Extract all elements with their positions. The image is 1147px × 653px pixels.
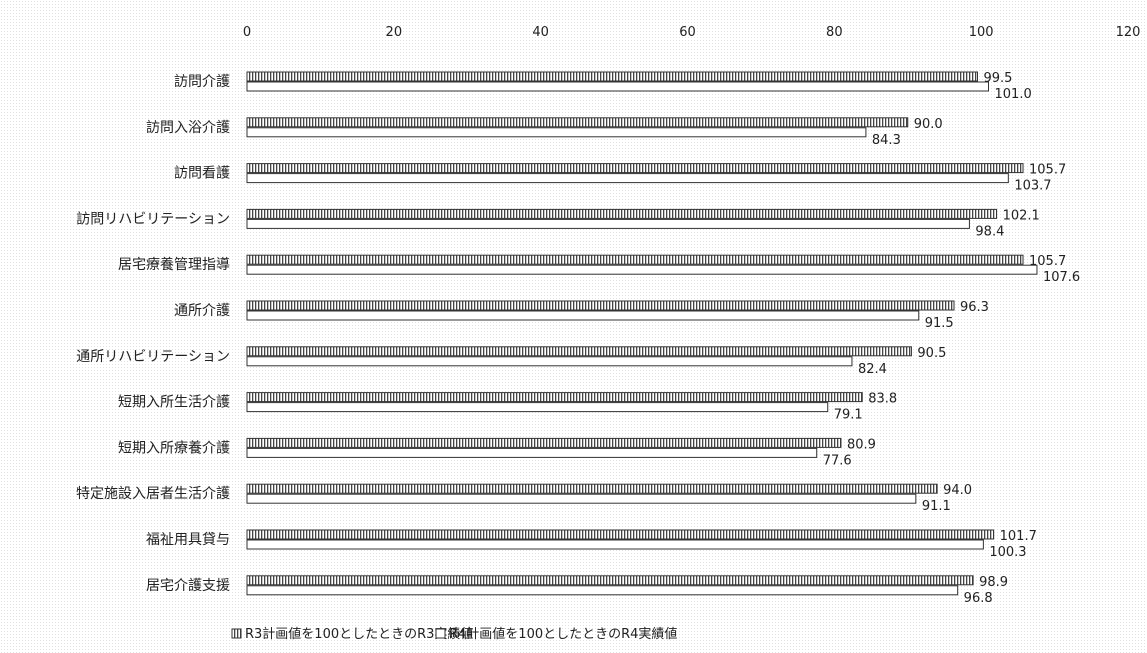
data-label-r4: 107.6 xyxy=(1043,270,1080,285)
category-label: 居宅療養管理指導 xyxy=(118,256,230,273)
bar-r3 xyxy=(246,346,912,357)
data-label-r3: 83.8 xyxy=(868,392,897,407)
data-label-r3: 96.3 xyxy=(960,300,989,315)
bar-r3 xyxy=(246,208,998,219)
bar-r4 xyxy=(246,173,1009,184)
data-label-r4: 96.8 xyxy=(964,591,993,606)
data-label-r3: 90.0 xyxy=(914,117,943,132)
data-label-r4: 103.7 xyxy=(1014,179,1051,194)
bar-r4 xyxy=(246,218,970,229)
category-label: 訪問介護 xyxy=(174,74,230,90)
bar-r3 xyxy=(246,254,1024,265)
data-label-r3: 94.0 xyxy=(943,483,972,498)
x-axis-ticks: 0 20 40 60 80 100 120 xyxy=(243,25,1141,40)
data-label-r3: 105.7 xyxy=(1029,163,1066,178)
bar-r4 xyxy=(246,585,959,596)
bar-r4 xyxy=(246,81,990,92)
category-label: 通所リハビリテーション xyxy=(76,349,230,365)
category-label: 短期入所生活介護 xyxy=(118,395,230,411)
bar-r4 xyxy=(246,310,920,321)
x-tick-label: 0 xyxy=(243,25,251,40)
data-label-r4: 101.0 xyxy=(995,87,1032,102)
bar-r3 xyxy=(246,117,909,128)
category-label: 特定施設入居者生活介護 xyxy=(76,486,230,502)
legend-label-r4: R4計画値を100としたときのR4実績値 xyxy=(449,626,677,642)
bar-r4 xyxy=(246,264,1038,275)
data-label-r3: 98.9 xyxy=(979,575,1008,590)
data-label-r4: 100.3 xyxy=(989,545,1026,560)
data-label-r3: 105.7 xyxy=(1029,254,1066,269)
legend-swatch-r3 xyxy=(231,628,242,639)
bars xyxy=(246,71,1038,596)
data-label-r3: 102.1 xyxy=(1003,208,1040,223)
data-label-r3: 101.7 xyxy=(1000,529,1037,544)
category-label: 訪問入浴介護 xyxy=(146,120,230,136)
x-tick-label: 120 xyxy=(1116,25,1141,40)
legend-label-r3: R3計画値を100としたときのR3実績値 xyxy=(245,626,473,642)
data-label-r3: 99.5 xyxy=(983,71,1012,86)
x-tick-label: 100 xyxy=(969,25,994,40)
category-label: 訪問看護 xyxy=(174,166,230,182)
data-label-r4: 82.4 xyxy=(858,362,887,377)
bar-r3 xyxy=(246,300,955,311)
bar-r4 xyxy=(246,539,984,550)
bar-r3 xyxy=(246,529,995,540)
data-label-r3: 90.5 xyxy=(917,346,946,361)
data-label-r4: 91.1 xyxy=(922,499,951,514)
bar-r3 xyxy=(246,437,842,448)
bar-r3 xyxy=(246,392,863,403)
data-label-r4: 79.1 xyxy=(834,408,863,423)
bar-r4 xyxy=(246,127,867,138)
bar-r3 xyxy=(246,575,974,586)
category-label: 福祉用具貸与 xyxy=(146,532,230,548)
data-labels: 99.5101.090.084.3105.7103.7102.198.4105.… xyxy=(823,71,1080,606)
data-label-r4: 98.4 xyxy=(975,224,1004,239)
bar-r3 xyxy=(246,483,938,494)
bar-r4 xyxy=(246,493,917,504)
data-label-r3: 80.9 xyxy=(847,437,876,452)
category-label: 訪問リハビリテーション xyxy=(76,211,230,227)
category-label: 短期入所療養介護 xyxy=(118,439,230,456)
x-tick-label: 20 xyxy=(386,25,403,40)
bar-r3 xyxy=(246,71,978,82)
data-label-r4: 91.5 xyxy=(925,316,954,331)
bar-r4 xyxy=(246,402,829,413)
data-label-r4: 84.3 xyxy=(872,133,901,148)
bar-r3 xyxy=(246,163,1024,174)
bar-r4 xyxy=(246,447,818,458)
legend-swatch-r4 xyxy=(435,628,446,639)
x-tick-label: 60 xyxy=(679,25,696,40)
x-tick-label: 80 xyxy=(826,25,843,40)
category-label: 通所介護 xyxy=(174,303,230,319)
category-label: 居宅介護支援 xyxy=(146,578,230,594)
x-tick-label: 40 xyxy=(532,25,549,40)
bar-r4 xyxy=(246,356,853,367)
category-labels: 訪問介護訪問入浴介護訪問看護訪問リハビリテーション居宅療養管理指導通所介護通所リ… xyxy=(76,74,230,594)
data-label-r4: 77.6 xyxy=(823,453,852,468)
